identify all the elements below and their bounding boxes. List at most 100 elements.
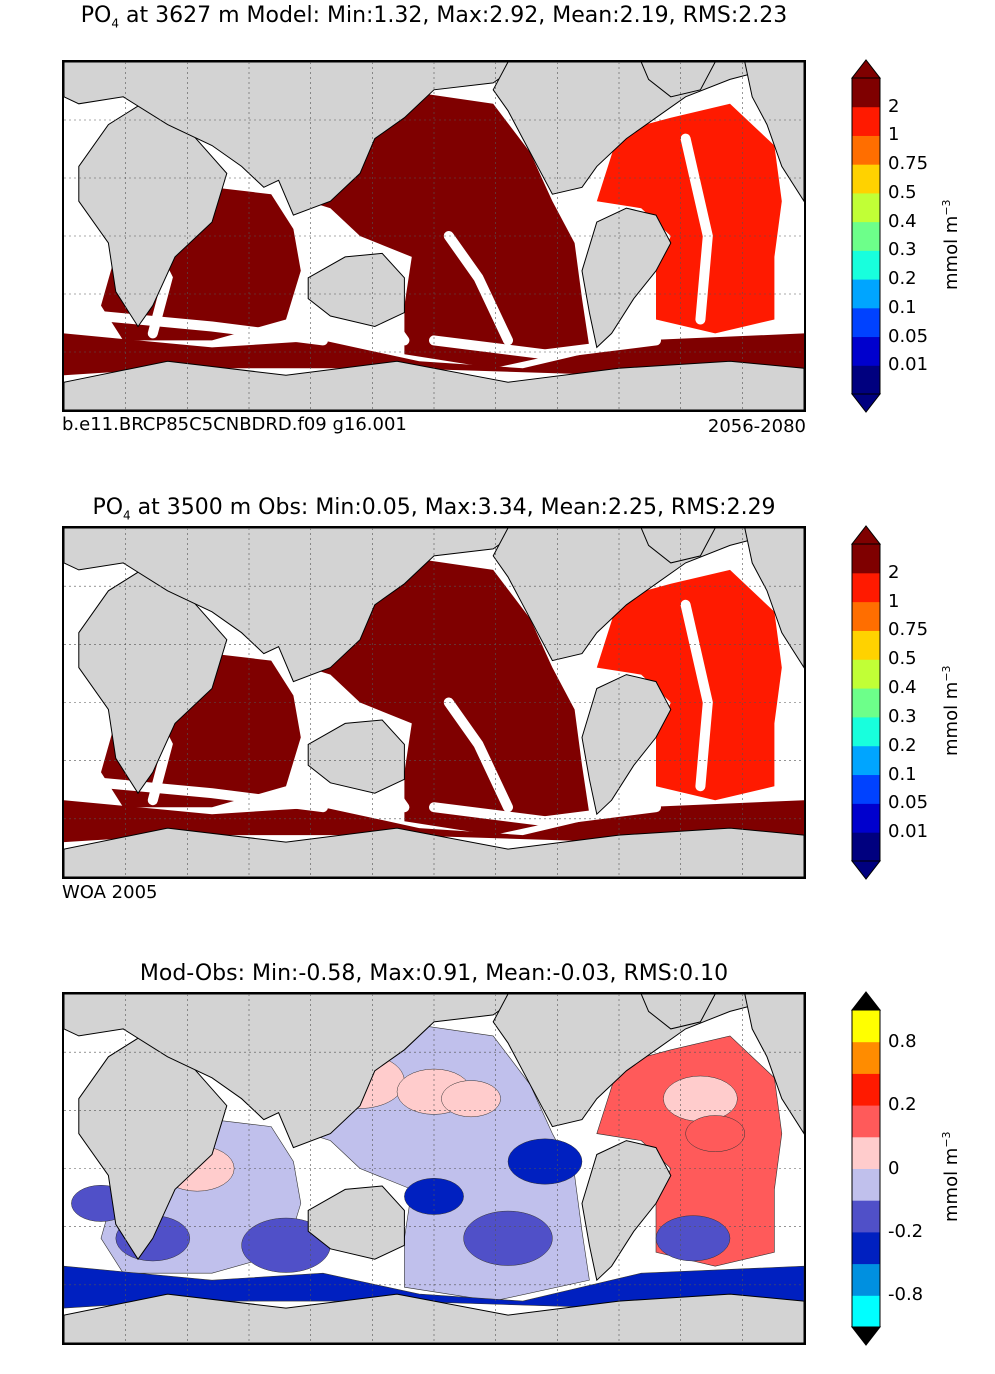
world-map xyxy=(64,62,804,410)
colorbar-segment xyxy=(852,106,880,136)
ridge-missing-data xyxy=(64,774,328,813)
anomaly-blob xyxy=(655,1215,731,1262)
title-main: PO xyxy=(92,495,124,520)
colorbar-segment xyxy=(852,365,880,395)
colorbar-segment xyxy=(852,164,880,194)
ridge-missing-data xyxy=(680,599,713,792)
colorbar-tick-label: 0.1 xyxy=(888,296,917,318)
colorbar-segment xyxy=(852,221,880,251)
colorbar-segment xyxy=(852,745,880,776)
panel-title: PO4 at 3500 m Obs: Min:0.05, Max:3.34, M… xyxy=(62,492,806,524)
colorbar-tick-label: 1 xyxy=(888,124,900,146)
colorbar-segment xyxy=(852,279,880,309)
panel-title: PO4 at 3627 m Model: Min:1.32, Max:2.92,… xyxy=(62,0,806,32)
land-mass xyxy=(744,994,804,1135)
colorbar-segment xyxy=(852,192,880,223)
colorbar-segment xyxy=(852,803,880,833)
colorbar-segment xyxy=(852,78,880,108)
colorbar-segment xyxy=(852,774,880,804)
colorbar-tick-label: 0.4 xyxy=(888,677,917,699)
colorbar-segment xyxy=(852,572,880,603)
title-rest: at 3627 m Model: Min:1.32, Max:2.92, Mea… xyxy=(119,3,788,28)
colorbar-segment xyxy=(852,1010,880,1043)
colorbar-segment xyxy=(852,1041,880,1074)
colorbar-segment xyxy=(852,716,880,747)
colorbar-segment xyxy=(852,630,880,660)
colorbar-unit: mmol m−3 xyxy=(940,1131,962,1222)
colorbar-extend-over xyxy=(850,991,882,1011)
colorbar-tick-label: -0.8 xyxy=(888,1284,924,1306)
southern-ocean-field xyxy=(64,333,804,376)
colorbar-tick-label: 0.3 xyxy=(888,239,917,261)
colorbar-segment xyxy=(852,1073,880,1106)
land-mass xyxy=(492,528,797,662)
colorbar-segment xyxy=(852,307,880,338)
ridge-missing-data xyxy=(64,307,328,346)
colorbar-tick-label: 1 xyxy=(888,590,900,612)
title-rest: at 3500 m Obs: Min:0.05, Max:3.34, Mean:… xyxy=(130,495,776,520)
land-mass xyxy=(492,62,797,195)
title-main: PO xyxy=(80,3,112,28)
map-plot xyxy=(62,526,806,879)
colorbar-segment xyxy=(852,1105,880,1138)
colorbar-extend-under xyxy=(850,860,882,880)
land-mass xyxy=(581,1140,672,1282)
ridge-missing-data xyxy=(680,133,713,325)
panel-diff: Mod-Obs: Min:-0.58, Max:0.91, Mean:-0.03… xyxy=(0,0,995,1346)
land-mass xyxy=(640,994,716,1030)
colorbar-segment xyxy=(852,336,880,366)
colorbar-segment xyxy=(852,601,880,631)
world-map xyxy=(64,994,804,1343)
ridge-missing-data xyxy=(429,335,661,360)
map-plot xyxy=(62,992,806,1345)
colorbar-extend-under xyxy=(850,1326,882,1346)
colorbar-segment xyxy=(852,832,880,862)
colorbar-tick-label: 0.2 xyxy=(888,268,917,290)
colorbar-tick-label: 0.05 xyxy=(888,325,929,347)
colorbar-segment xyxy=(852,659,880,689)
map-plot xyxy=(62,60,806,412)
colorbar-tick-label: 0.1 xyxy=(888,763,917,785)
panel-title: Mod-Obs: Min:-0.58, Max:0.91, Mean:-0.03… xyxy=(62,958,806,990)
world-map xyxy=(64,528,804,877)
colorbar-tick-label: 0.3 xyxy=(888,705,917,727)
land-mass xyxy=(64,994,524,1149)
colorbar-tick-label: 0.4 xyxy=(888,210,917,232)
colorbar-tick-label: 0.05 xyxy=(888,792,929,814)
colorbar-segment xyxy=(852,250,880,280)
title-subscript: 4 xyxy=(111,16,120,31)
land-mass xyxy=(640,62,716,98)
ridge-missing-data xyxy=(429,802,661,827)
title-subscript: 4 xyxy=(123,508,131,523)
colorbar-tick-label: 0.75 xyxy=(888,619,929,641)
colorbar-tick-label: 0.8 xyxy=(888,1030,917,1052)
colorbar-segment xyxy=(852,1168,880,1201)
colorbar-segment xyxy=(852,135,880,165)
anomaly-blob xyxy=(685,1115,746,1152)
land-mass xyxy=(492,994,797,1128)
colorbar-extend-under xyxy=(850,393,882,413)
colorbar-tick-label: 0.01 xyxy=(888,821,929,843)
case-name: b.e11.BRCP85C5CNBDRD.f09 g16.001 xyxy=(62,414,407,435)
colorbar-segment xyxy=(852,1200,880,1233)
atlantic-ocean-field xyxy=(596,103,782,334)
land-mass xyxy=(307,1185,405,1260)
anomaly-blob xyxy=(463,1210,553,1266)
land-mass xyxy=(581,207,672,349)
land-mass xyxy=(64,62,524,216)
colorbar-segment xyxy=(852,1136,880,1169)
colorbar-tick-label: -0.2 xyxy=(888,1220,924,1242)
anomaly-blob xyxy=(663,1075,738,1122)
colorbar-segment xyxy=(852,544,880,574)
colorbar-tick-label: 0.2 xyxy=(888,734,917,756)
colorbar-segment xyxy=(852,1231,880,1265)
colorbar-tick-label: 2 xyxy=(888,561,900,583)
colorbar-tick-label: 0.5 xyxy=(888,181,917,203)
southern-ocean-field xyxy=(64,800,804,843)
colorbar-segment xyxy=(852,1295,880,1328)
colorbar xyxy=(850,59,882,413)
land-mass xyxy=(640,528,716,564)
title-main: Mod-Obs: Min:-0.58, Max:0.91, Mean:-0.03… xyxy=(139,961,729,986)
colorbar-unit: mmol m−3 xyxy=(940,665,962,756)
anomaly-blob xyxy=(441,1080,501,1118)
